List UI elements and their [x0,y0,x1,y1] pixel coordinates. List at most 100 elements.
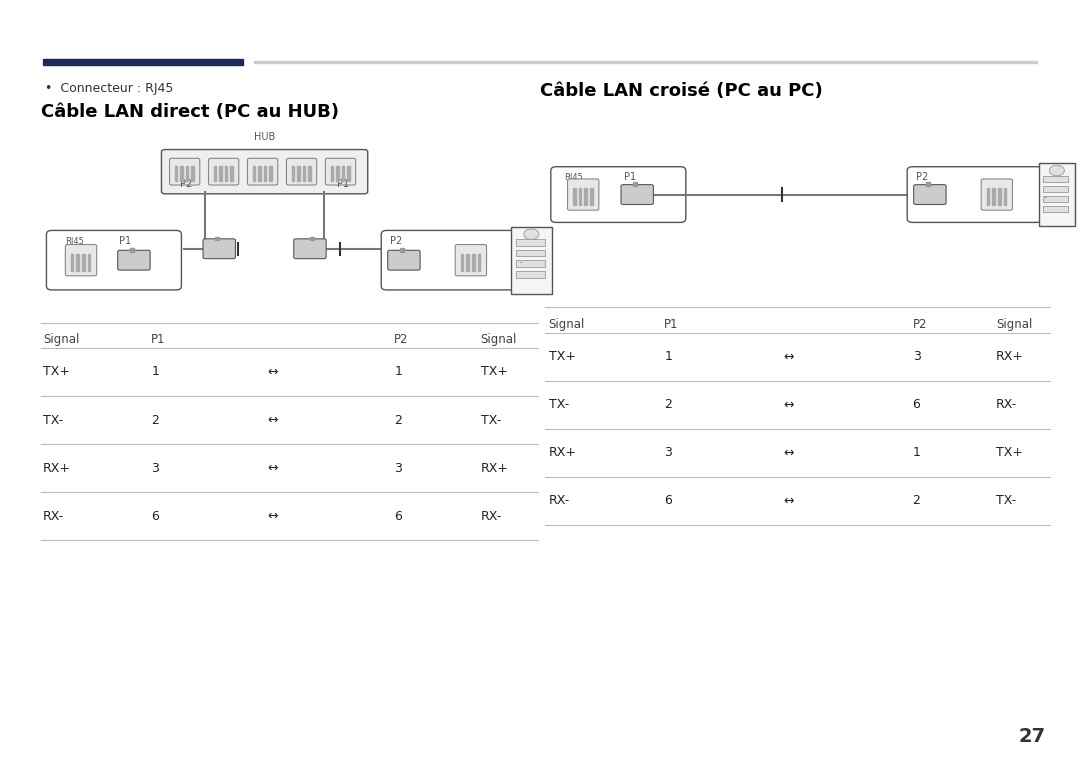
Text: P1: P1 [624,172,636,182]
Text: 2: 2 [913,494,920,507]
Bar [926,182,930,186]
Text: P2: P2 [180,179,192,189]
Text: TX+: TX+ [549,350,576,363]
Bar [341,166,345,181]
Bar [1043,196,1068,202]
Bar [77,254,79,271]
Bar [302,166,306,181]
Text: 27: 27 [1018,727,1045,746]
Text: Signal: Signal [43,333,80,346]
Text: P2: P2 [390,236,402,246]
FancyBboxPatch shape [981,179,1013,210]
Bar [511,227,552,294]
FancyBboxPatch shape [914,185,946,204]
Text: P1: P1 [119,236,131,246]
Circle shape [1050,166,1064,176]
Bar [1043,185,1068,192]
Bar [584,188,588,205]
Text: RX-: RX- [996,398,1017,411]
FancyBboxPatch shape [203,239,235,259]
Text: TX+: TX+ [996,446,1023,459]
Text: 1: 1 [913,446,920,459]
Bar [225,166,227,181]
FancyBboxPatch shape [568,179,599,210]
Bar [1003,188,1007,205]
Text: TX+: TX+ [43,365,70,378]
Bar [516,239,545,246]
Text: ↔: ↔ [268,510,278,523]
Text: RJ45: RJ45 [65,237,83,246]
Text: ↔: ↔ [783,350,794,363]
Bar [987,188,989,205]
Bar [308,166,311,181]
Text: P1: P1 [664,318,678,331]
Text: RX-: RX- [549,494,570,507]
Circle shape [524,229,539,240]
Text: Signal: Signal [549,318,585,331]
FancyBboxPatch shape [286,158,316,185]
Bar [998,188,1000,205]
Text: RX+: RX+ [549,446,577,459]
Bar [579,188,581,205]
Bar [186,166,188,181]
Bar [336,166,339,181]
Text: Signal: Signal [481,333,517,346]
Text: RX-: RX- [43,510,65,523]
FancyBboxPatch shape [208,158,239,185]
Bar [130,248,134,252]
Bar [230,166,232,181]
FancyBboxPatch shape [621,185,653,204]
Bar [573,188,576,205]
Text: RJ45: RJ45 [564,173,582,182]
Text: ↔: ↔ [783,494,794,507]
Text: 1: 1 [664,350,672,363]
Bar [269,166,272,181]
Text: 3: 3 [664,446,672,459]
Bar [516,260,545,267]
Bar [297,166,300,181]
Bar [467,254,469,271]
Text: TX-: TX- [481,414,501,427]
Bar [43,59,243,65]
FancyBboxPatch shape [907,167,1042,223]
Text: 3: 3 [151,462,159,475]
Text: ··: ·· [1043,195,1048,201]
FancyBboxPatch shape [325,158,355,185]
Text: ↔: ↔ [783,446,794,459]
FancyBboxPatch shape [170,158,200,185]
Text: ↔: ↔ [783,398,794,411]
Text: 2: 2 [151,414,159,427]
Text: 1: 1 [151,365,159,378]
Bar [633,182,637,186]
Text: ··: ·· [518,259,524,268]
Text: RX+: RX+ [43,462,71,475]
Text: 2: 2 [394,414,402,427]
Text: 2: 2 [664,398,672,411]
Bar [180,166,183,181]
Text: 3: 3 [913,350,920,363]
FancyBboxPatch shape [247,158,278,185]
Bar [292,166,295,181]
Bar [71,254,73,271]
FancyBboxPatch shape [66,244,97,276]
Bar [254,61,1037,63]
Bar [214,166,216,181]
FancyBboxPatch shape [551,167,686,223]
Bar [264,166,267,181]
Text: Signal: Signal [996,318,1032,331]
Text: ↔: ↔ [268,462,278,475]
Bar [1043,206,1068,212]
Bar [253,166,255,181]
Bar [993,188,995,205]
Text: ↔: ↔ [268,365,278,378]
FancyBboxPatch shape [456,244,486,276]
FancyBboxPatch shape [381,230,516,290]
Text: TX-: TX- [549,398,569,411]
Bar [1039,163,1075,226]
Text: P1: P1 [337,179,349,189]
FancyBboxPatch shape [118,250,150,270]
Text: Câble LAN croisé (PC au PC): Câble LAN croisé (PC au PC) [540,82,823,100]
Text: TX-: TX- [996,494,1016,507]
Bar [516,271,545,278]
Bar [258,166,260,181]
